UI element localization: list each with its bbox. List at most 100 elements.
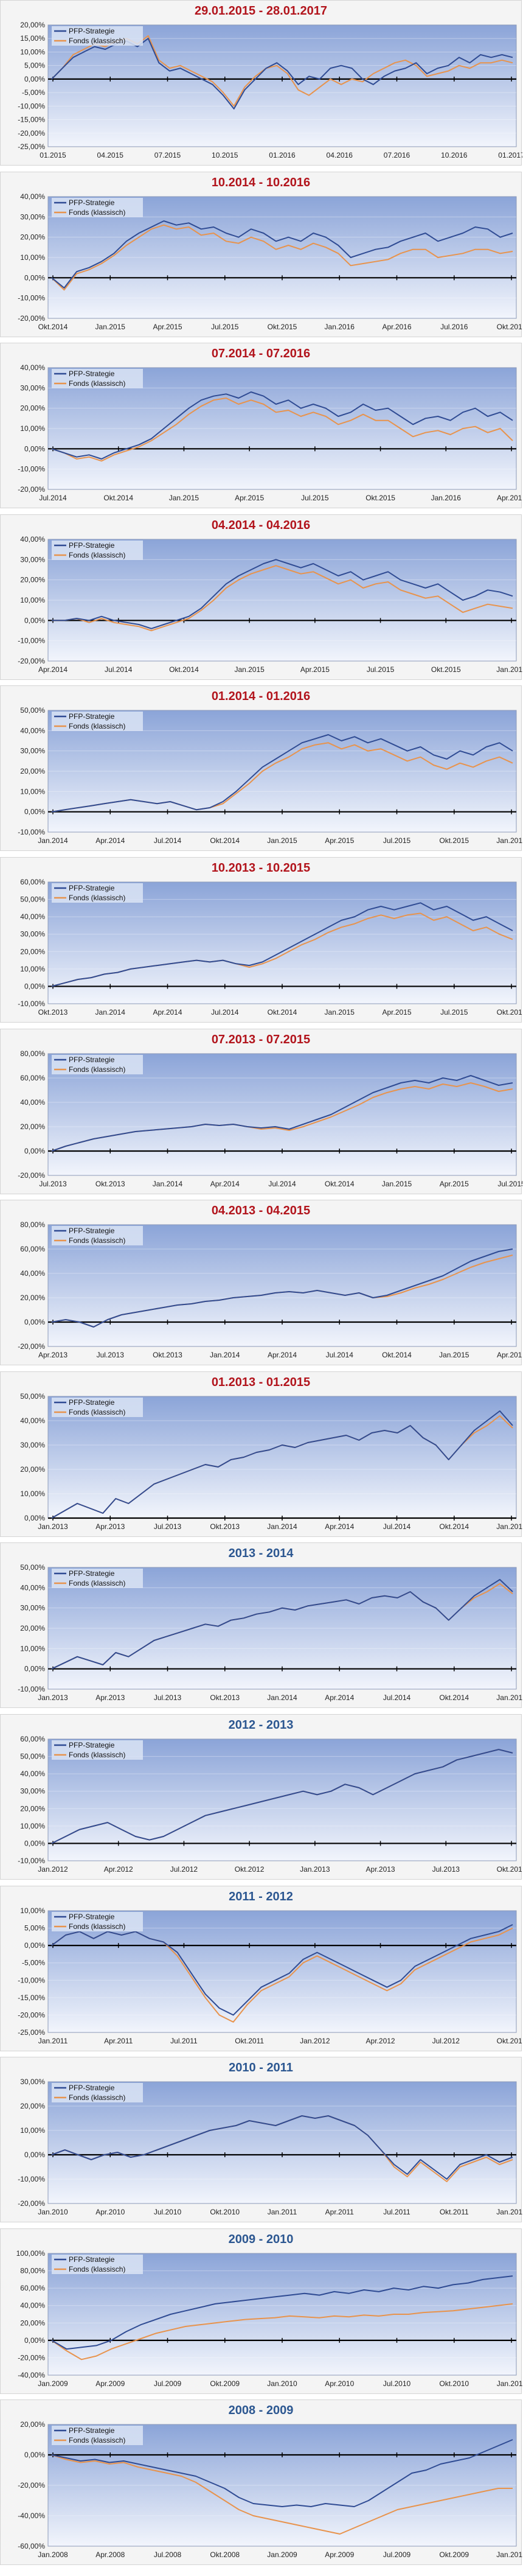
legend-label-strategy: PFP-Strategie: [69, 2426, 115, 2435]
y-tick-label: 40,00%: [20, 1269, 45, 1278]
y-tick-label: 0,00%: [24, 982, 45, 990]
x-tick-label: Apr.2009: [325, 2550, 354, 2559]
y-tick-label: 40,00%: [20, 1416, 45, 1425]
chart-panel-13: 2010 - 2011 30,00% 20,00% 10,00% 0,00% -10,00…: [0, 2057, 522, 2223]
chart-panel-8: 04.2013 - 04.2015 80,00% 60,00% 40,00% 20,00…: [0, 1200, 522, 1366]
x-tick-label: Okt.2015: [431, 665, 461, 674]
series-line-fund: [51, 397, 513, 462]
x-tick-label: Jan.2009: [38, 2379, 68, 2388]
chart-panel-11: 2012 - 2013 60,00% 50,00% 40,00% 30,00% 20,00…: [0, 1714, 522, 1880]
y-tick-label: 15,00%: [20, 34, 45, 43]
series-line-strategy: [51, 2275, 513, 2350]
legend-label-strategy: PFP-Strategie: [69, 1227, 115, 1235]
x-tick-label: Apr.2016: [497, 494, 522, 502]
y-tick-label: 20,00%: [20, 1293, 45, 1302]
chart-panel-12: 2011 - 2012 10,00% 5,00% 0,00% -5,00% -10,00%…: [0, 1885, 522, 2051]
line-chart: 50,00% 40,00% 30,00% 20,00% 10,00% 0,00% -10,0…: [18, 707, 522, 845]
y-tick-label: 0,00%: [24, 1941, 45, 1950]
legend-label-strategy: PFP-Strategie: [69, 2255, 115, 2264]
x-tick-label: Jan.2014: [210, 1351, 240, 1359]
chart-panel-3: 07.2014 - 07.2016 40,00% 30,00% 20,00% 10,00…: [0, 343, 522, 509]
legend-label-fund: Fonds (klassisch): [69, 1579, 125, 1587]
x-tick-label: Jan.2008: [38, 2550, 68, 2559]
x-tick-label: Okt.2015: [365, 494, 395, 502]
x-tick-label: Apr.2014: [153, 1008, 182, 1017]
x-tick-label: Jan.2014: [95, 1008, 126, 1017]
x-tick-label: Jul.2014: [211, 1008, 239, 1017]
x-tick-label: 07.2016: [384, 151, 410, 159]
x-tick-label: Jul.2011: [383, 2208, 410, 2216]
chart-panel-10: 2013 - 2014 50,00% 40,00% 30,00% 20,00% 10,00…: [0, 1542, 522, 1709]
x-tick-label: Apr.2014: [268, 1351, 297, 1359]
chart-panel-9: 01.2013 - 01.2015 50,00% 40,00% 30,00% 20,00…: [0, 1371, 522, 1537]
line-chart: 20,00% 15,00% 10,00% 5,00% 0,00% -5,00% -10,00…: [18, 21, 522, 159]
y-tick-label: 0,00%: [24, 2336, 45, 2345]
chart-title: 01.2013 - 01.2015: [211, 1375, 311, 1389]
y-tick-label: -40,00%: [18, 2371, 45, 2379]
x-tick-label: Apr.2008: [95, 2550, 125, 2559]
y-tick-label: 0,00%: [24, 2451, 45, 2459]
y-tick-label: 40,00%: [20, 727, 45, 735]
x-tick-label: Okt.2014: [268, 1008, 297, 1017]
x-tick-label: Okt.2010: [439, 2379, 469, 2388]
series-line-strategy: [51, 1410, 513, 1519]
x-tick-label: Okt.2012: [497, 2037, 522, 2045]
x-tick-label: Jul.2012: [432, 2037, 460, 2045]
x-tick-label: Okt.2014: [38, 323, 68, 331]
x-tick-label: Jul.2008: [154, 2550, 182, 2559]
x-tick-label: Okt.2015: [268, 323, 297, 331]
series-line-strategy: [51, 1579, 513, 1670]
x-tick-label: Apr.2015: [325, 836, 354, 845]
x-tick-label: Jul.2011: [170, 2037, 198, 2045]
series-line-strategy: [52, 559, 513, 629]
x-tick-label: 01.2016: [269, 151, 296, 159]
x-tick-label: Jul.2013: [97, 1351, 125, 1359]
y-tick-label: 20,00%: [20, 1465, 45, 1474]
x-tick-label: Apr.2014: [325, 1693, 354, 1702]
y-tick-label: 5,00%: [24, 1923, 45, 1932]
x-tick-label: Jul.2015: [211, 323, 239, 331]
y-tick-label: -20,00%: [18, 2011, 45, 2019]
x-tick-label: Okt.2014: [382, 1351, 412, 1359]
x-tick-label: Okt.2010: [210, 2208, 240, 2216]
x-tick-label: Apr.2009: [95, 2379, 125, 2388]
x-tick-label: Apr.2015: [382, 1008, 411, 1017]
line-chart: 60,00% 50,00% 40,00% 30,00% 20,00% 10,00% 0,00…: [18, 878, 522, 1017]
y-tick-label: 0,00%: [24, 808, 45, 816]
legend-label-strategy: PFP-Strategie: [69, 1569, 115, 1578]
x-tick-label: Jul.2015: [440, 1008, 468, 1017]
legend-label-fund: Fonds (klassisch): [69, 2265, 125, 2273]
y-tick-label: -25,00%: [18, 142, 45, 151]
y-tick-label: 20,00%: [20, 1624, 45, 1633]
legend-label-fund: Fonds (klassisch): [69, 551, 125, 559]
series-line-strategy: [51, 1074, 513, 1152]
legend-label-strategy: PFP-Strategie: [69, 1055, 115, 1064]
x-tick-label: Okt.2015: [439, 836, 469, 845]
x-tick-label: Apr.2010: [325, 2379, 354, 2388]
y-tick-label: -10,00%: [18, 1685, 45, 1693]
x-tick-label: Jan.2016: [325, 323, 355, 331]
y-tick-label: -20,00%: [18, 314, 45, 323]
y-tick-label: -20,00%: [18, 485, 45, 494]
x-tick-label: Apr.2012: [366, 2037, 395, 2045]
x-tick-label: Okt.2013: [38, 1008, 68, 1017]
x-tick-label: Okt.2015: [497, 1008, 522, 1017]
x-tick-label: Jul.2014: [105, 665, 133, 674]
x-tick-label: Apr.2014: [210, 1180, 240, 1188]
y-tick-label: 20,00%: [20, 2102, 45, 2110]
y-tick-label: 20,00%: [20, 404, 45, 413]
x-tick-label: Apr.2015: [300, 665, 330, 674]
y-tick-label: 20,00%: [20, 2319, 45, 2327]
legend-label-fund: Fonds (klassisch): [69, 722, 125, 730]
chart-title: 07.2013 - 07.2015: [211, 1032, 311, 1046]
line-chart: 30,00%20,00%10,00%0,00%-10,00%-20,00%Jan…: [18, 2078, 522, 2216]
chart-title: 04.2013 - 04.2015: [211, 1204, 311, 1218]
